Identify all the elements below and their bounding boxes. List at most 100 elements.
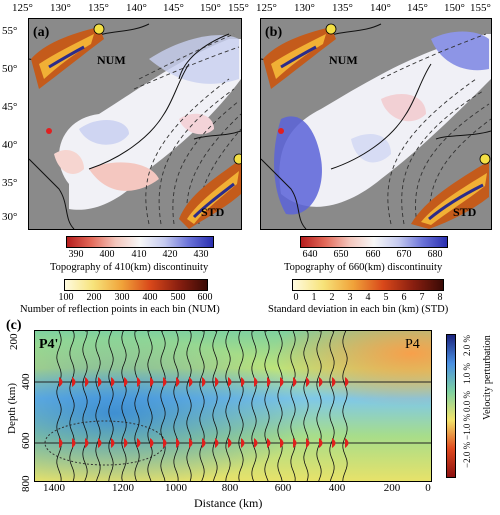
- positive-phase: [72, 377, 76, 387]
- panel-a-label: (a): [33, 25, 50, 40]
- panel-a-map-svg: [29, 23, 241, 229]
- positive-phase: [228, 377, 232, 387]
- velocity-tick: 0.0 %: [462, 391, 472, 412]
- panel-a-lon-tick: 155°: [228, 2, 249, 14]
- panel-c-section: P4' P4: [34, 330, 432, 482]
- num-inset: [31, 23, 105, 89]
- positive-phase: [280, 438, 284, 448]
- anomaly-blue: [274, 116, 322, 215]
- panel-b-std-label: STD: [453, 205, 477, 219]
- colorbar-num-tick: 200: [86, 292, 102, 303]
- trace-line: [342, 331, 348, 481]
- positive-phase: [345, 438, 349, 448]
- panel-c-ytick: 400: [20, 373, 32, 391]
- positive-phase: [124, 377, 128, 387]
- positive-phase: [332, 438, 336, 448]
- colorbar-std-tick: 0: [293, 292, 299, 303]
- panel-a-map: (a) NUM STD: [28, 18, 242, 230]
- positive-phase: [306, 377, 310, 387]
- anomaly-blue: [431, 31, 489, 71]
- panel-a-lat-tick: 30°: [2, 211, 18, 223]
- panel-b-map: (b) NUM STD: [260, 18, 492, 230]
- trace-line: [134, 331, 140, 481]
- colorbar-std-tick: 5: [383, 292, 389, 303]
- positive-phase: [306, 438, 310, 448]
- trace-line: [264, 331, 270, 481]
- trace-line: [82, 331, 88, 481]
- positive-phase: [176, 438, 180, 448]
- trace-line: [160, 331, 166, 481]
- trace-line: [303, 331, 309, 481]
- trace-line: [108, 331, 114, 481]
- colorbar-num-tick: 600: [197, 292, 213, 303]
- slab-contours: [133, 33, 241, 225]
- panel-b-lon-tick: 145°: [407, 2, 428, 14]
- velocity-tick: −1.0 %: [462, 413, 472, 440]
- positive-phase: [254, 377, 258, 387]
- panel-a-lat-tick: 45°: [2, 101, 18, 113]
- panel-a-num-label: NUM: [97, 53, 126, 67]
- panel-b-map-svg: [261, 23, 491, 229]
- positive-phase: [98, 438, 102, 448]
- trace-line: [225, 331, 231, 481]
- panel-a-lon-tick: 150°: [200, 2, 221, 14]
- velocity-tick: 1.0 %: [462, 363, 472, 384]
- positive-phase: [176, 377, 180, 387]
- positive-phase: [241, 438, 245, 448]
- colorbar-660-title: Topography of 660(km) discontinuity: [284, 262, 443, 273]
- trace-line: [199, 331, 205, 481]
- panel-c-right-tag: P4: [405, 337, 420, 352]
- positive-phase: [189, 377, 193, 387]
- colorbar-660: [300, 236, 448, 248]
- positive-phase: [254, 438, 258, 448]
- positive-phase: [280, 377, 284, 387]
- colorbar-660-tick: 650: [333, 249, 349, 260]
- slow-anomaly: [35, 331, 431, 481]
- positive-phase: [293, 377, 297, 387]
- anomaly-red: [89, 162, 159, 191]
- velocity-tick: −2.0 %: [462, 441, 472, 468]
- positive-phase: [163, 377, 167, 387]
- colorbar-410-tick: 430: [193, 249, 209, 260]
- panel-c-xtick: 1200: [112, 482, 134, 494]
- colorbar-660-tick: 670: [396, 249, 412, 260]
- colorbar-num-tick: 100: [58, 292, 74, 303]
- panel-b-num-label: NUM: [329, 53, 358, 67]
- colorbar-410-tick: 420: [162, 249, 178, 260]
- positive-phase: [215, 438, 219, 448]
- colorbar-std: [292, 279, 444, 291]
- positive-phase: [98, 377, 102, 387]
- panel-c-xtick: 600: [274, 482, 292, 494]
- colorbar-std-tick: 2: [329, 292, 335, 303]
- panel-a-lat-tick: 55°: [2, 25, 18, 37]
- positive-phase: [332, 377, 336, 387]
- colorbar-std-tick: 4: [365, 292, 371, 303]
- positive-phase: [189, 438, 193, 448]
- panel-a-lon-tick: 145°: [163, 2, 184, 14]
- panel-a-lon-tick: 130°: [50, 2, 71, 14]
- anomaly-red: [54, 149, 84, 174]
- trace-line: [212, 331, 218, 481]
- positive-phase: [293, 438, 297, 448]
- colorbar-410-tick: 390: [68, 249, 84, 260]
- anomaly-blue: [79, 119, 129, 145]
- num-inset: [263, 23, 337, 89]
- colorbar-num: [64, 279, 208, 291]
- positive-phase: [319, 438, 323, 448]
- trace-line: [147, 331, 153, 481]
- positive-phase: [124, 438, 128, 448]
- panel-c-ytick: 200: [8, 333, 20, 351]
- trace-line: [121, 331, 127, 481]
- panel-c-xtick: 1000: [165, 482, 187, 494]
- colorbar-std-tick: 7: [419, 292, 425, 303]
- positive-phase: [59, 438, 63, 448]
- positive-phase: [267, 438, 271, 448]
- positive-phase: [267, 377, 271, 387]
- panel-b-lon-tick: 125°: [256, 2, 277, 14]
- colorbar-660-tick: 680: [427, 249, 443, 260]
- trace-line: [56, 331, 62, 481]
- panel-c-xtick: 400: [328, 482, 346, 494]
- positive-phase: [150, 438, 154, 448]
- positive-phase: [215, 377, 219, 387]
- panel-a-lat-tick: 35°: [2, 177, 18, 189]
